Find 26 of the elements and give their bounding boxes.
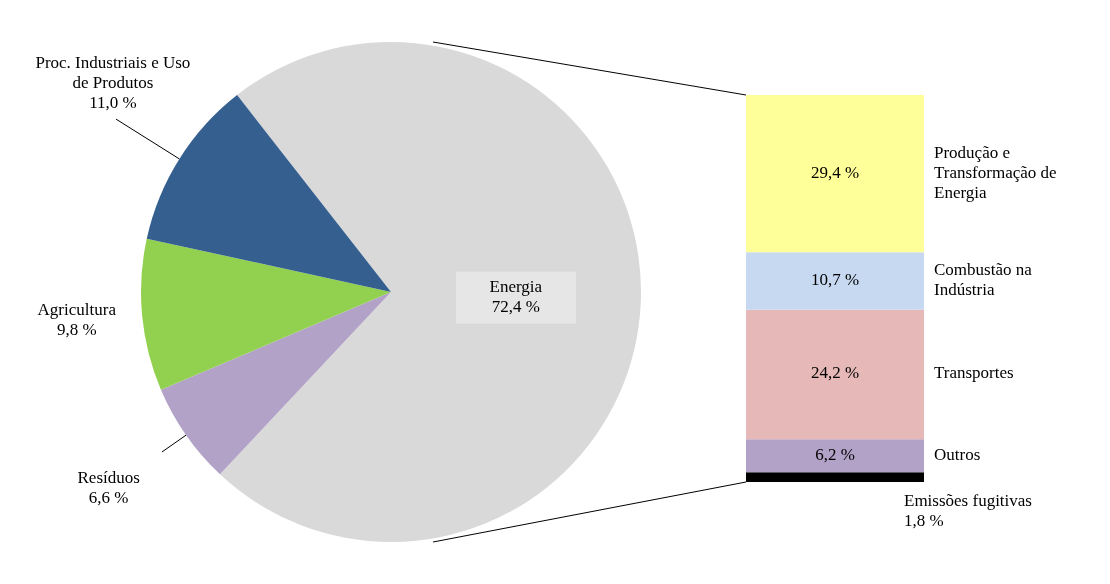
data-label: 10,7 % <box>810 269 860 289</box>
data-label: 6,6 % <box>88 488 129 508</box>
slice-label: Energia <box>489 276 543 296</box>
data-label: 1,8 % <box>904 510 944 530</box>
bar <box>746 439 924 473</box>
series-label: Combustão na Indústria <box>934 259 1033 299</box>
bar <box>746 309 924 440</box>
data-label: 72,4 % <box>491 296 540 316</box>
pie-slice <box>160 292 391 475</box>
data-label: 24,2 % <box>810 363 860 383</box>
series-label: Outros <box>934 444 981 464</box>
series-label: Produção e Transformação de Energia <box>934 142 1057 202</box>
series-label: Emissões fugitivas <box>904 490 1032 510</box>
slice-label: Agricultura <box>37 300 117 320</box>
pie-slice <box>141 238 391 390</box>
slice-label: Resíduos <box>77 468 140 488</box>
slice-label: Proc. Industriais e Uso de Produtos <box>35 53 191 93</box>
data-label: 6,2 % <box>815 444 855 464</box>
bar <box>746 95 924 253</box>
bar <box>746 252 924 310</box>
pie-slice <box>146 95 391 292</box>
data-label: 11,0 % <box>89 93 137 113</box>
pie-slice <box>219 42 641 542</box>
series-label: Transportes <box>934 363 1014 383</box>
data-label: 29,4 % <box>810 162 860 182</box>
data-label: 9,8 % <box>56 320 97 340</box>
